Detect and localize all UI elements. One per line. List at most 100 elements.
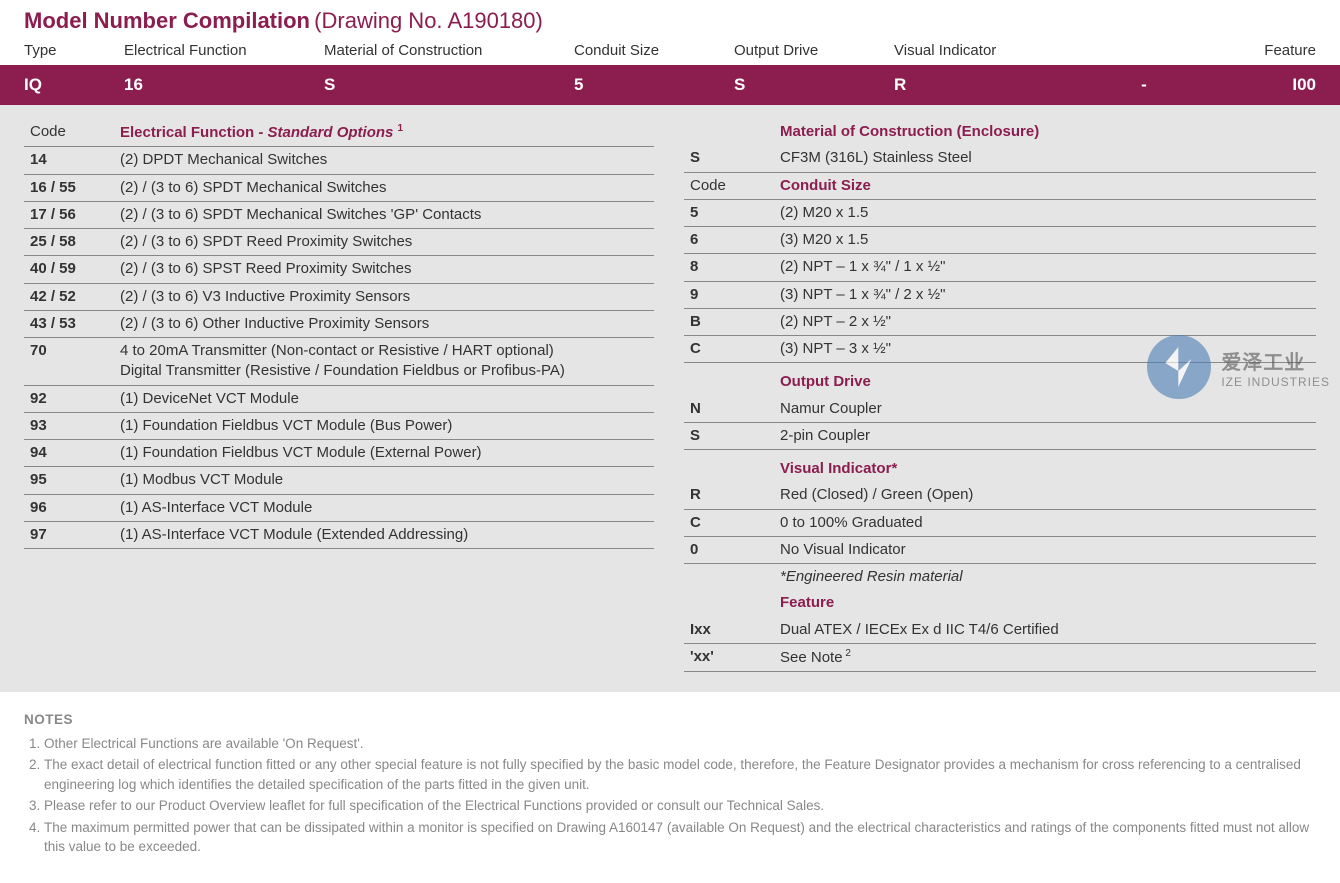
code-header: Code (24, 119, 114, 147)
code-cell: 43 / 53 (24, 310, 114, 337)
desc-cell: 0 to 100% Graduated (774, 509, 1316, 536)
code-cell: 94 (24, 440, 114, 467)
ef-section-header: Electrical Function - Standard Options 1 (114, 119, 654, 147)
table-row: 16 / 55(2) / (3 to 6) SPDT Mechanical Sw… (24, 174, 654, 201)
desc-cell: Dual ATEX / IECEx Ex d IIC T4/6 Certifie… (774, 617, 1316, 644)
table-row: NNamur Coupler (684, 396, 1316, 423)
band-output: S (734, 75, 894, 95)
note-item: The maximum permitted power that can be … (44, 818, 1316, 857)
code-cell: 14 (24, 147, 114, 174)
conduit-code-label: Code (684, 172, 774, 199)
visual-title-text: Visual Indicator (780, 460, 891, 477)
code-cell: 9 (684, 281, 774, 308)
feature-title: Feature (774, 590, 1316, 616)
note-item: The exact detail of electrical function … (44, 755, 1316, 794)
code-cell: 17 / 56 (24, 201, 114, 228)
code-cell: S (684, 422, 774, 449)
desc-cell: (1) Modbus VCT Module (114, 467, 654, 494)
table-row: SCF3M (316L) Stainless Steel (684, 145, 1316, 172)
table-row: 'xx'See Note 2 (684, 643, 1316, 671)
code-cell: 95 (24, 467, 114, 494)
page-subtitle: (Drawing No. A190180) (314, 8, 543, 33)
notes-list: Other Electrical Functions are available… (24, 734, 1316, 857)
desc-cell: No Visual Indicator (774, 536, 1316, 563)
table-row: 14(2) DPDT Mechanical Switches (24, 147, 654, 174)
table-row: RRed (Closed) / Green (Open) (684, 482, 1316, 509)
band-conduit: 5 (574, 75, 734, 95)
col-label-feature: Feature (1094, 42, 1316, 59)
table-row: 96(1) AS-Interface VCT Module (24, 494, 654, 521)
desc-cell: (3) NPT – 1 x ¾" / 2 x ½" (774, 281, 1316, 308)
desc-cell: Namur Coupler (774, 396, 1316, 423)
note-item: Other Electrical Functions are available… (44, 734, 1316, 754)
table-row: C0 to 100% Graduated (684, 509, 1316, 536)
visual-asterisk: * (891, 460, 897, 477)
code-cell: 6 (684, 227, 774, 254)
table-row: 42 / 52(2) / (3 to 6) V3 Inductive Proxi… (24, 283, 654, 310)
table-row: 93(1) Foundation Fieldbus VCT Module (Bu… (24, 412, 654, 439)
code-cell: 70 (24, 338, 114, 386)
code-cell: S (684, 145, 774, 172)
desc-cell: (2) DPDT Mechanical Switches (114, 147, 654, 174)
notes-section: NOTES Other Electrical Functions are ava… (0, 692, 1340, 883)
desc-cell: (3) NPT – 3 x ½" (774, 336, 1316, 363)
table-row: 9(3) NPT – 1 x ¾" / 2 x ½" (684, 281, 1316, 308)
code-cell: N (684, 396, 774, 423)
table-row: 25 / 58(2) / (3 to 6) SPDT Reed Proximit… (24, 229, 654, 256)
table-row: 94(1) Foundation Fieldbus VCT Module (Ex… (24, 440, 654, 467)
material-title: Material of Construction (Enclosure) (774, 119, 1316, 145)
table-row: 6(3) M20 x 1.5 (684, 227, 1316, 254)
band-dash: - (1094, 75, 1194, 95)
table-row: 40 / 59(2) / (3 to 6) SPST Reed Proximit… (24, 256, 654, 283)
col-label-output: Output Drive (734, 42, 894, 59)
model-code-band: IQ 16 S 5 S R - I00 (0, 65, 1340, 105)
note-item: Please refer to our Product Overview lea… (44, 796, 1316, 816)
output-title: Output Drive (774, 369, 1316, 395)
content-panel: Code Electrical Function - Standard Opti… (0, 105, 1340, 692)
desc-cell: (2) / (3 to 6) SPDT Mechanical Switches … (114, 201, 654, 228)
desc-cell: (2) M20 x 1.5 (774, 199, 1316, 226)
desc-cell: CF3M (316L) Stainless Steel (774, 145, 1316, 172)
electrical-function-table: Code Electrical Function - Standard Opti… (24, 119, 654, 549)
table-row: 95(1) Modbus VCT Module (24, 467, 654, 494)
table-row: 92(1) DeviceNet VCT Module (24, 385, 654, 412)
desc-cell: (2) / (3 to 6) SPST Reed Proximity Switc… (114, 256, 654, 283)
code-cell: C (684, 336, 774, 363)
desc-cell: (1) AS-Interface VCT Module (Extended Ad… (114, 521, 654, 548)
table-row: S2-pin Coupler (684, 422, 1316, 449)
table-row: 0No Visual Indicator (684, 536, 1316, 563)
code-cell: 16 / 55 (24, 174, 114, 201)
code-cell: 96 (24, 494, 114, 521)
desc-cell: (1) AS-Interface VCT Module (114, 494, 654, 521)
right-tables: Material of Construction (Enclosure) SCF… (684, 119, 1316, 672)
code-cell: 92 (24, 385, 114, 412)
left-column: Code Electrical Function - Standard Opti… (24, 119, 654, 672)
desc-cell: (1) DeviceNet VCT Module (114, 385, 654, 412)
table-row: IxxDual ATEX / IECEx Ex d IIC T4/6 Certi… (684, 617, 1316, 644)
code-cell: 5 (684, 199, 774, 226)
desc-cell: (2) / (3 to 6) SPDT Mechanical Switches (114, 174, 654, 201)
desc-cell: (2) / (3 to 6) V3 Inductive Proximity Se… (114, 283, 654, 310)
code-cell: R (684, 482, 774, 509)
code-cell: 8 (684, 254, 774, 281)
desc-cell: (2) NPT – 2 x ½" (774, 308, 1316, 335)
code-cell: C (684, 509, 774, 536)
ef-subtitle: - Standard Options (254, 124, 393, 141)
band-ef: 16 (124, 75, 324, 95)
code-cell: 25 / 58 (24, 229, 114, 256)
desc-cell: See Note 2 (774, 643, 1316, 671)
band-type: IQ (24, 75, 124, 95)
header: Model Number Compilation (Drawing No. A1… (0, 0, 1340, 38)
ef-title: Electrical Function (120, 124, 254, 141)
code-cell: 93 (24, 412, 114, 439)
desc-cell: 4 to 20mA Transmitter (Non-contact or Re… (114, 338, 654, 386)
table-row: 43 / 53(2) / (3 to 6) Other Inductive Pr… (24, 310, 654, 337)
desc-cell: (3) M20 x 1.5 (774, 227, 1316, 254)
desc-cell: Red (Closed) / Green (Open) (774, 482, 1316, 509)
table-row: 8(2) NPT – 1 x ¾" / 1 x ½" (684, 254, 1316, 281)
code-cell: Ixx (684, 617, 774, 644)
ef-sup: 1 (398, 123, 404, 134)
code-cell: 40 / 59 (24, 256, 114, 283)
band-material: S (324, 75, 574, 95)
col-label-visual: Visual Indicator (894, 42, 1094, 59)
